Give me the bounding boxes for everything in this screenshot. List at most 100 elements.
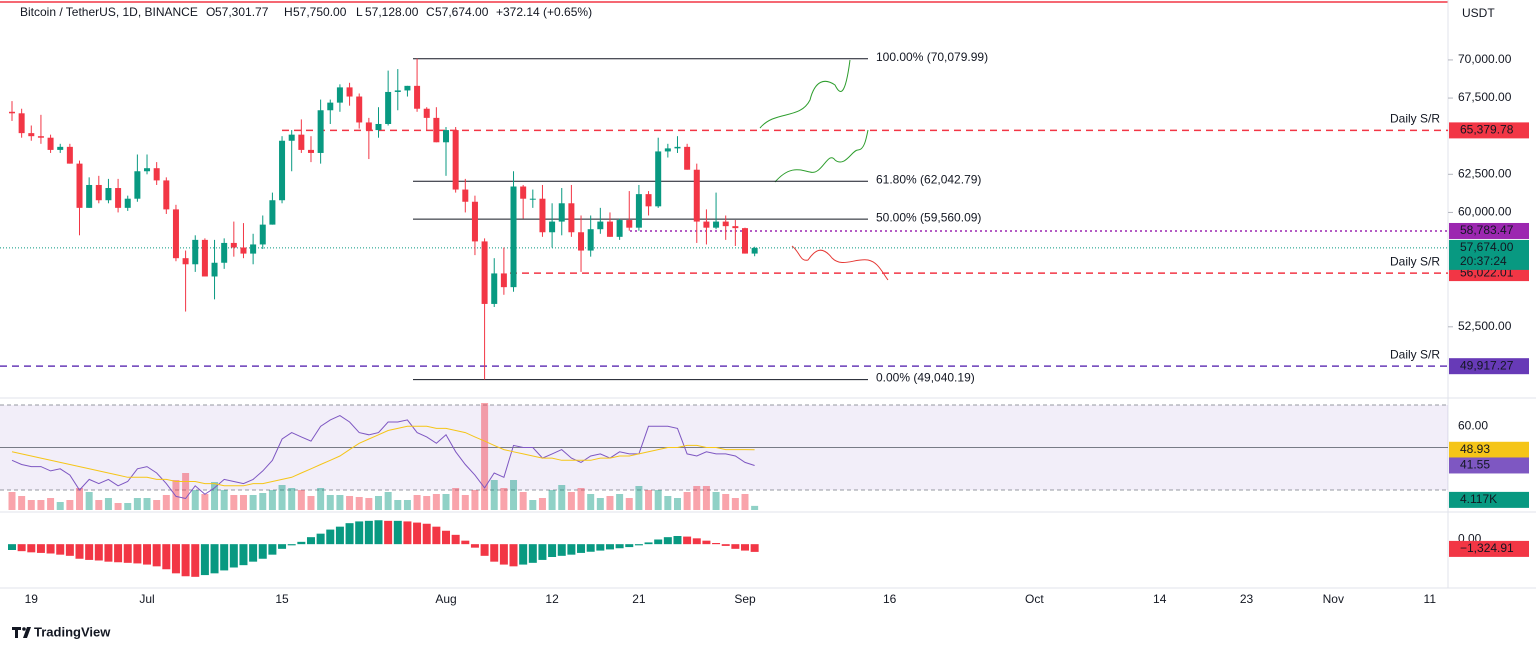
macd-bar bbox=[480, 544, 489, 556]
macd-bar bbox=[94, 544, 103, 561]
macd-bar bbox=[316, 533, 325, 545]
macd-bar bbox=[17, 544, 26, 552]
candle-body bbox=[317, 110, 324, 153]
macd-bar bbox=[220, 544, 229, 571]
candle-body bbox=[76, 163, 83, 208]
x-tick-label: Jul bbox=[139, 592, 154, 606]
volume-bar bbox=[741, 494, 749, 510]
volume-bar bbox=[95, 500, 103, 510]
macd-badge-bg bbox=[1449, 540, 1529, 557]
macd-bar bbox=[673, 536, 682, 545]
macd-bar bbox=[702, 540, 711, 545]
volume-bar bbox=[664, 496, 672, 510]
volume-bar bbox=[220, 490, 228, 510]
macd-bar bbox=[249, 544, 258, 562]
candle-body bbox=[375, 123, 382, 131]
macd-bar bbox=[46, 544, 55, 554]
macd-bar bbox=[210, 544, 219, 574]
macd-bar bbox=[114, 544, 123, 563]
candle-body bbox=[57, 146, 64, 150]
volume-bar bbox=[452, 488, 460, 510]
volume-bar bbox=[104, 498, 112, 510]
candle-body bbox=[298, 134, 305, 150]
volume-bar bbox=[201, 494, 209, 510]
countdown: 20:37:24 bbox=[1460, 254, 1507, 268]
volume-bar bbox=[596, 498, 604, 510]
ohlc-key: H bbox=[284, 5, 293, 19]
price-change: +372.14 (+0.65%) bbox=[496, 5, 592, 19]
volume-bar bbox=[587, 494, 595, 510]
candle-body bbox=[105, 188, 112, 201]
ohlc-value: 57,674.00 bbox=[435, 5, 489, 19]
rsi-ma-badge: 48.93 bbox=[1460, 442, 1490, 456]
candle-body bbox=[500, 273, 507, 288]
macd-bar bbox=[692, 538, 701, 545]
currency: USDT bbox=[1462, 6, 1495, 20]
candle-body bbox=[336, 87, 343, 103]
macd-bar bbox=[721, 544, 730, 546]
candle-body bbox=[539, 198, 546, 233]
macd-bar bbox=[143, 544, 152, 565]
rsi-ma-badge-bg bbox=[1449, 441, 1529, 458]
candle-body bbox=[655, 151, 662, 207]
macd-bar bbox=[85, 544, 94, 560]
x-tick-label: 15 bbox=[275, 592, 289, 606]
volume-bar bbox=[702, 486, 710, 510]
volume-bar bbox=[645, 490, 653, 510]
candle-body bbox=[520, 186, 527, 199]
macd-bar bbox=[229, 544, 238, 568]
volume-badge-bg bbox=[1449, 491, 1529, 508]
symbol-title: Bitcoin / TetherUS, 1D, BINANCE bbox=[20, 5, 198, 19]
y-tick-label: 62,500.00 bbox=[1458, 166, 1512, 180]
macd-bar bbox=[287, 544, 296, 546]
candle-body bbox=[394, 90, 401, 92]
volume-bar bbox=[432, 494, 440, 510]
volume-bar bbox=[403, 500, 411, 510]
candle-body bbox=[558, 203, 565, 222]
volume-bar bbox=[461, 495, 469, 510]
volume-bar bbox=[567, 492, 575, 510]
volume-bar bbox=[731, 498, 739, 510]
volume-bar bbox=[336, 495, 344, 510]
candle-body bbox=[221, 242, 228, 263]
macd-bar bbox=[181, 544, 190, 577]
macd-bar bbox=[548, 544, 557, 557]
volume-bar bbox=[625, 498, 633, 510]
level-badge: 58,783.47 bbox=[1460, 223, 1514, 237]
candle-body bbox=[192, 239, 199, 265]
candle-body bbox=[549, 221, 556, 233]
x-tick-label: 12 bbox=[545, 592, 559, 606]
volume-bar bbox=[490, 480, 498, 510]
macd-bar bbox=[596, 544, 605, 551]
candle-body bbox=[491, 273, 498, 304]
volume-bar bbox=[423, 496, 431, 510]
candle-body bbox=[115, 188, 122, 208]
macd-bar bbox=[374, 520, 383, 545]
volume-bar bbox=[162, 495, 170, 510]
candle-body bbox=[664, 148, 671, 152]
volume-bar bbox=[346, 496, 354, 510]
macd-bar bbox=[162, 544, 171, 570]
volume-bar bbox=[172, 480, 180, 510]
macd-bar bbox=[557, 544, 566, 556]
volume-bar bbox=[27, 500, 35, 510]
volume-bar bbox=[500, 488, 508, 510]
volume-badge: 4.117K bbox=[1460, 492, 1497, 506]
volume-bar bbox=[259, 493, 267, 510]
macd-bar bbox=[644, 542, 653, 545]
rsi-badge-bg bbox=[1449, 457, 1529, 474]
volume-bar bbox=[124, 503, 132, 510]
macd-bar bbox=[403, 521, 412, 545]
volume-bar bbox=[211, 482, 219, 510]
macd-bar bbox=[625, 544, 634, 548]
volume-bar bbox=[519, 492, 527, 510]
macd-bar bbox=[239, 544, 248, 566]
brand: TradingView bbox=[34, 624, 111, 639]
level-badge: 49,917.27 bbox=[1460, 358, 1514, 372]
candle-body bbox=[635, 194, 642, 228]
macd-bar bbox=[750, 544, 759, 552]
macd-bar bbox=[509, 544, 518, 567]
macd-bar bbox=[538, 544, 547, 560]
candle-body bbox=[346, 87, 353, 97]
x-tick-label: 21 bbox=[632, 592, 646, 606]
